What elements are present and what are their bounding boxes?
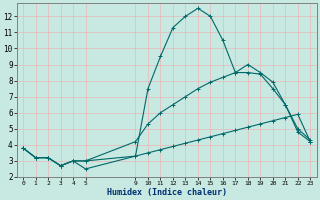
X-axis label: Humidex (Indice chaleur): Humidex (Indice chaleur) (107, 188, 227, 197)
